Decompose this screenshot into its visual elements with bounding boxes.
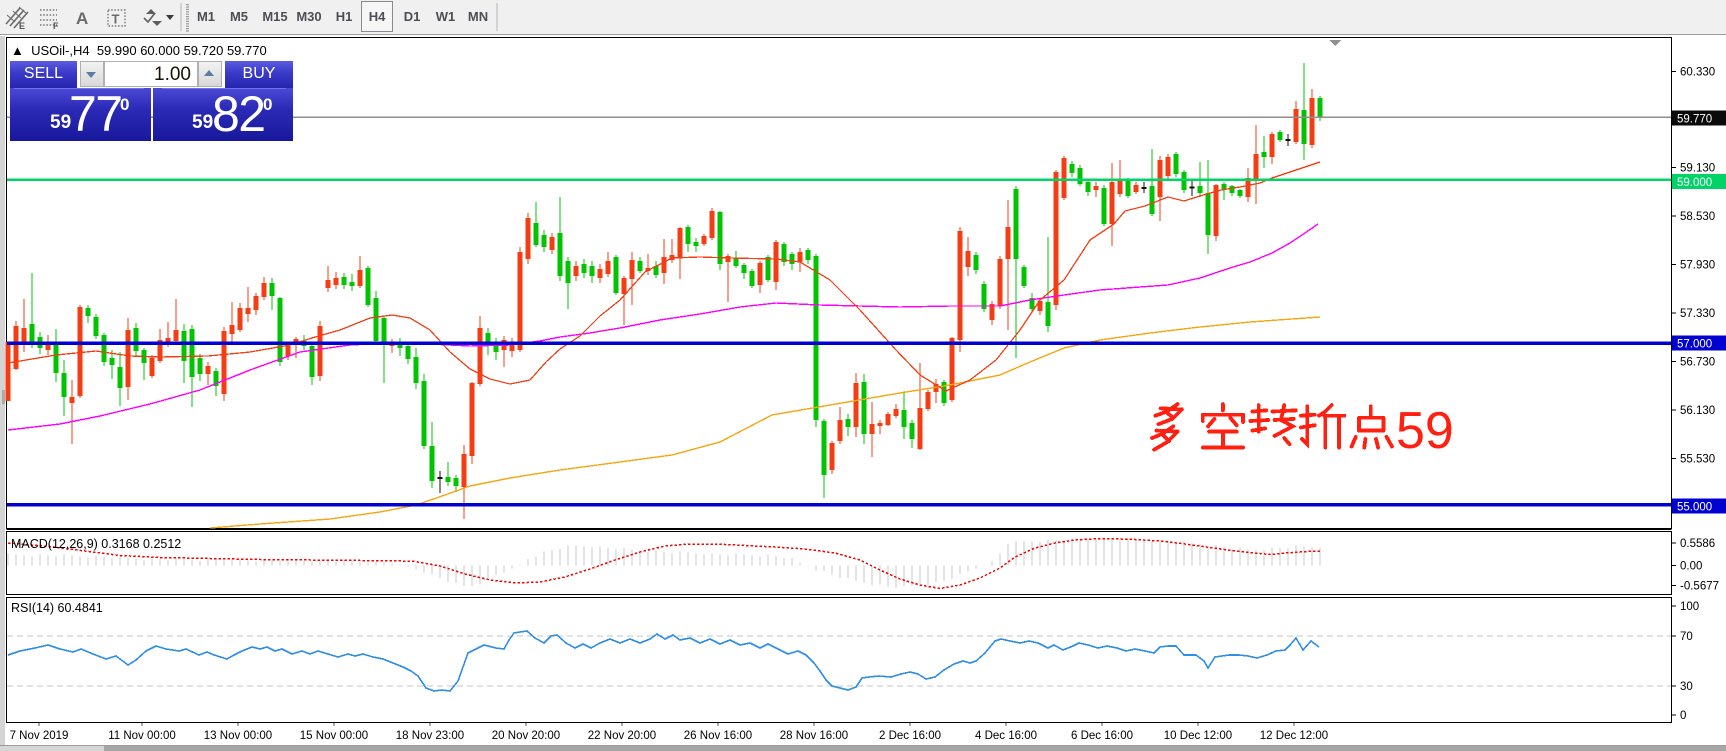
svg-text:12 Dec 12:00: 12 Dec 12:00 [1260,730,1328,742]
svg-text:57.330: 57.330 [1680,308,1715,320]
svg-text:56.730: 56.730 [1680,357,1715,369]
svg-text:18 Nov 23:00: 18 Nov 23:00 [396,730,464,742]
svg-text:6 Dec 16:00: 6 Dec 16:00 [1071,730,1133,742]
svg-text:20 Nov 20:00: 20 Nov 20:00 [492,730,560,742]
svg-text:11 Nov 00:00: 11 Nov 00:00 [108,730,176,742]
svg-text:0.5586: 0.5586 [1680,538,1715,550]
svg-text:MACD(12,26,9) 0.3168 0.2512: MACD(12,26,9) 0.3168 0.2512 [11,537,181,551]
svg-text:F: F [53,21,59,31]
svg-text:22 Nov 20:00: 22 Nov 20:00 [588,730,656,742]
svg-text:A: A [76,9,88,28]
svg-text:T: T [112,12,120,27]
svg-text:2 Dec 16:00: 2 Dec 16:00 [879,730,941,742]
svg-text:59.000: 59.000 [1677,177,1712,189]
svg-text:-0.5677: -0.5677 [1680,581,1719,593]
svg-text:59.770: 59.770 [1677,114,1712,126]
svg-text:59.130: 59.130 [1680,163,1715,175]
svg-text:55.000: 55.000 [1677,502,1712,514]
svg-text:7 Nov 2019: 7 Nov 2019 [10,730,69,742]
svg-text:30: 30 [1680,681,1693,693]
svg-text:57.000: 57.000 [1677,339,1712,351]
svg-text:E: E [19,21,25,31]
svg-text:RSI(14) 60.4841: RSI(14) 60.4841 [11,601,103,615]
svg-text:58.530: 58.530 [1680,211,1715,223]
svg-text:4 Dec 16:00: 4 Dec 16:00 [975,730,1037,742]
svg-text:100: 100 [1680,601,1699,613]
svg-text:0.00: 0.00 [1680,561,1702,573]
svg-text:26 Nov 16:00: 26 Nov 16:00 [684,730,752,742]
svg-text:0: 0 [1680,710,1686,722]
svg-text:60.330: 60.330 [1680,67,1715,79]
svg-text:15 Nov 00:00: 15 Nov 00:00 [300,730,368,742]
svg-text:70: 70 [1680,631,1693,643]
svg-text:10 Dec 12:00: 10 Dec 12:00 [1164,730,1232,742]
svg-text:28 Nov 16:00: 28 Nov 16:00 [780,730,848,742]
svg-text:55.530: 55.530 [1680,454,1715,466]
svg-text:57.930: 57.930 [1680,260,1715,272]
svg-text:13 Nov 00:00: 13 Nov 00:00 [204,730,272,742]
svg-text:59: 59 [1396,402,1454,460]
svg-text:56.130: 56.130 [1680,405,1715,417]
